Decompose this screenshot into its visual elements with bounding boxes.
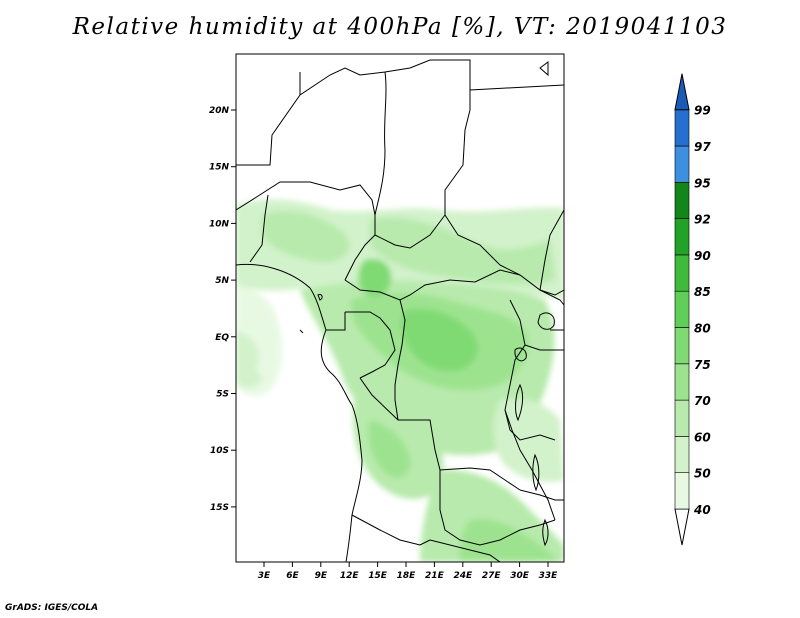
colorbar-label: 40	[693, 503, 711, 517]
colorbar-segment	[674, 327, 690, 365]
chart-title: Relative humidity at 400hPa [%], VT: 201…	[72, 14, 728, 40]
lat-tick-label: 15S	[210, 503, 229, 513]
colorbar-label: 60	[694, 430, 711, 444]
grads-credit: GrADS: IGES/COLA	[5, 603, 99, 613]
colorbar-segment	[674, 399, 690, 437]
colorbar-label: 90	[694, 249, 711, 263]
lon-tick-label: 15E	[368, 571, 388, 581]
lon-tick-label: 21E	[425, 571, 445, 581]
lat-tick-label: EQ	[215, 333, 229, 343]
colorbar-segment	[674, 436, 690, 473]
lat-tick-label: 10S	[210, 446, 229, 456]
colorbar-low-arrow	[674, 508, 690, 546]
lon-tick-label: 12E	[340, 571, 360, 581]
longitude-axis: 3E 6E 9E 12E 15E 18E 21E 24E 27E 30E 33E	[258, 562, 558, 581]
colorbar-label: 80	[694, 322, 711, 336]
lon-tick-label: 3E	[258, 571, 271, 581]
colorbar-label: 85	[694, 285, 711, 299]
colorbar-segment	[674, 145, 690, 183]
colorbar-segment	[674, 182, 690, 219]
colorbar-label: 99	[694, 104, 711, 118]
colorbar-segment	[674, 290, 690, 328]
colorbar-label: 92	[694, 213, 711, 227]
colorbar-segment	[674, 254, 690, 292]
map-frame	[235, 53, 565, 563]
lon-tick-label: 33E	[539, 571, 559, 581]
lon-tick-label: 18E	[397, 571, 417, 581]
colorbar-segment	[674, 363, 690, 401]
colorbar-label: 97	[694, 140, 711, 154]
colorbar-segment	[674, 218, 690, 256]
colorbar-segment	[674, 109, 690, 147]
lon-tick-label: 30E	[510, 571, 530, 581]
lat-tick-label: 5S	[216, 390, 229, 400]
colorbar-label: 70	[694, 394, 711, 408]
colorbar-label: 75	[694, 358, 711, 372]
lat-tick-label: 20N	[209, 106, 230, 116]
lon-tick-label: 9E	[315, 571, 328, 581]
colorbar: 40 50 60 70 75 80 85 90 92 95 97 99	[674, 73, 711, 546]
coastline-west	[236, 263, 363, 562]
colorbar-high-arrow	[674, 73, 690, 111]
colorbar-segment	[674, 472, 690, 510]
colorbar-label: 95	[694, 176, 711, 190]
lon-tick-label: 6E	[286, 571, 299, 581]
humidity-field	[236, 199, 564, 562]
lat-tick-label: 15N	[209, 163, 230, 173]
lon-tick-label: 27E	[482, 571, 502, 581]
colorbar-label: 50	[694, 467, 711, 481]
lon-tick-label: 24E	[453, 571, 473, 581]
latitude-axis: 20N 15N 10N 5N EQ 5S 10S 15S	[209, 106, 236, 513]
lat-tick-label: 10N	[209, 219, 230, 229]
country-borders	[236, 59, 564, 562]
lat-tick-label: 5N	[215, 276, 229, 286]
